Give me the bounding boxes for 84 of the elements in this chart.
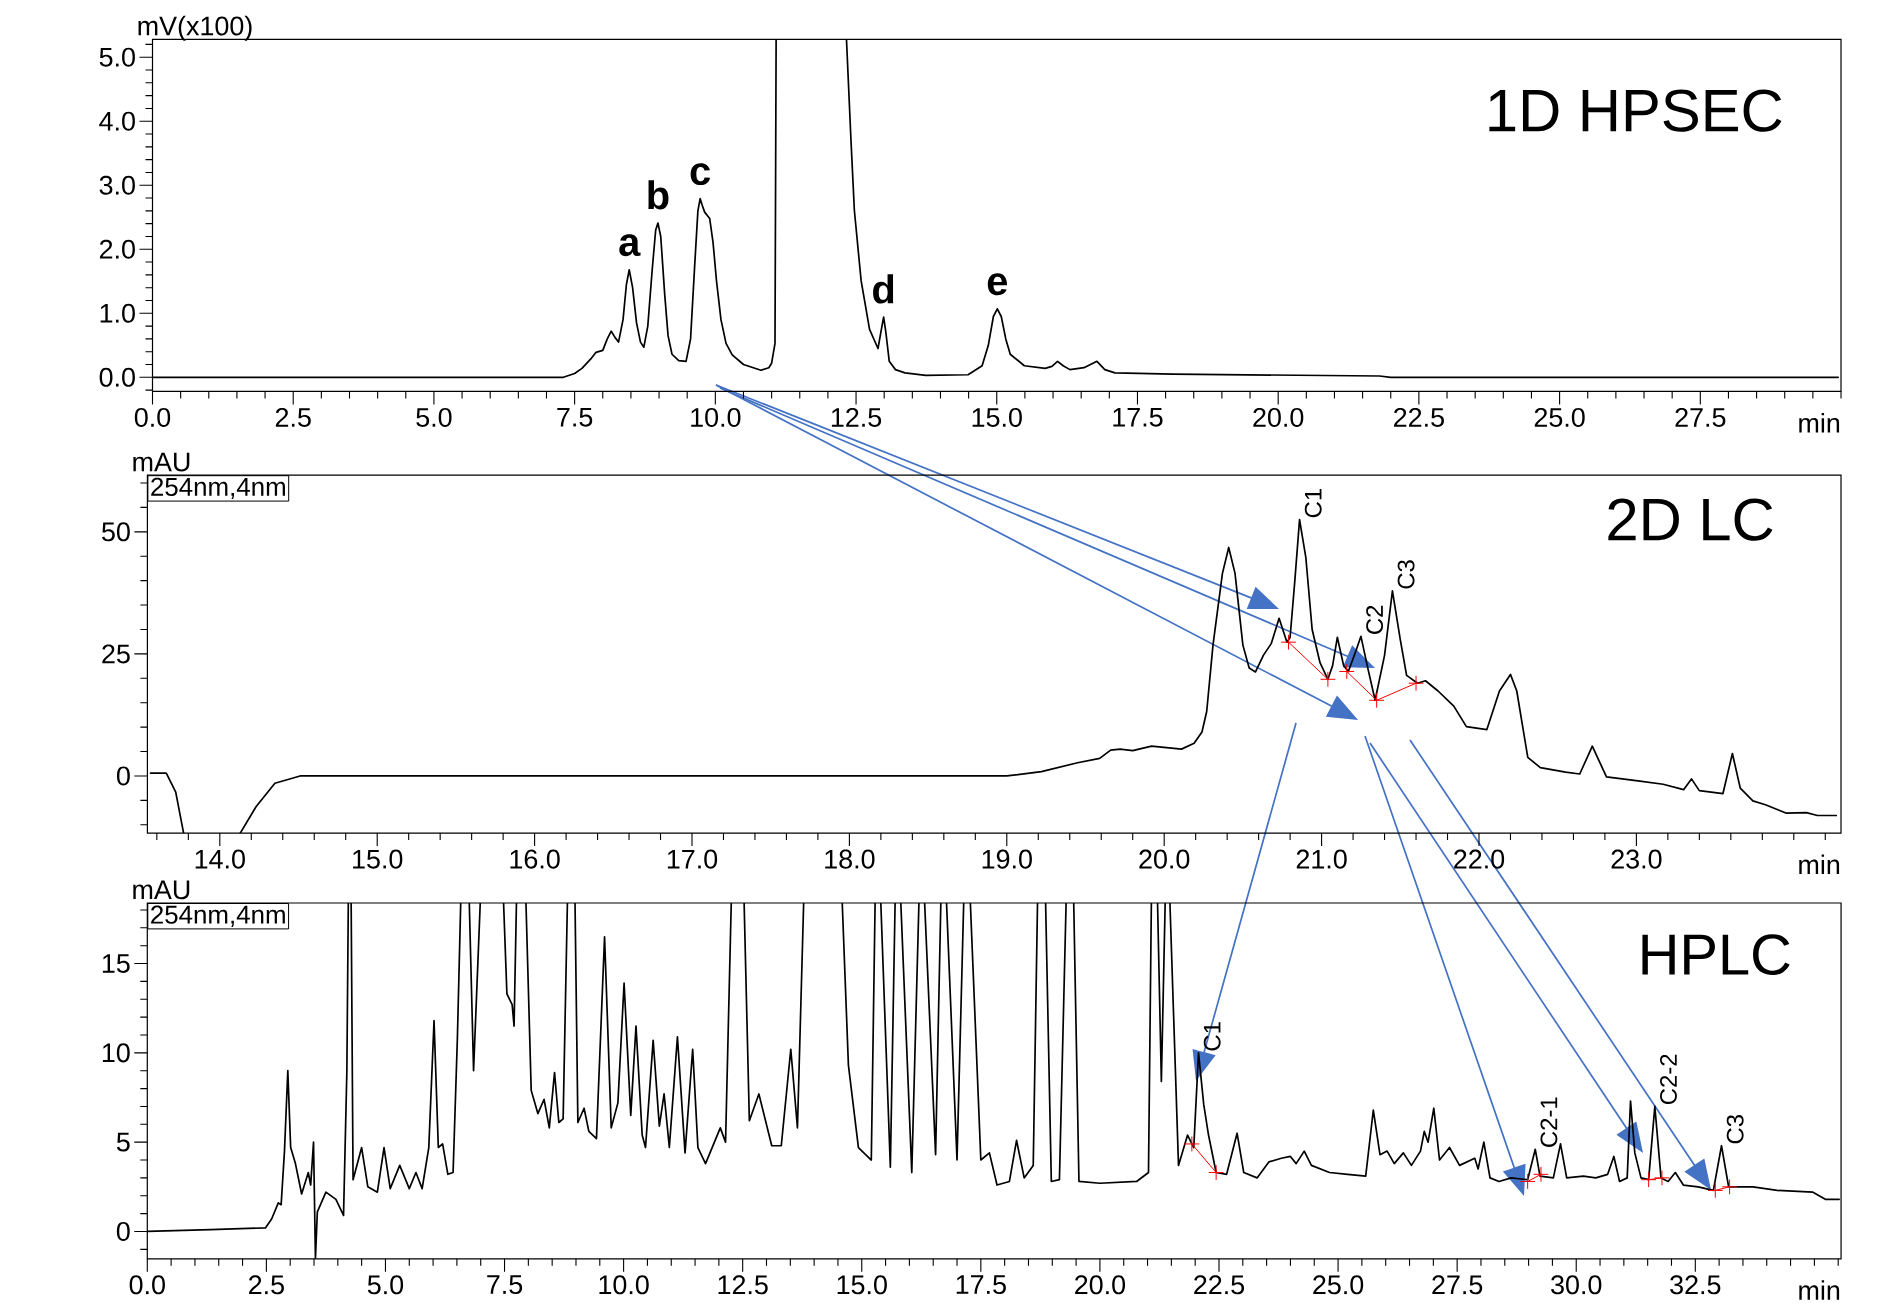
x-axis-title: min [1799,1280,1840,1300]
x-axis-title: min [1799,854,1840,875]
annotation: a [619,234,641,257]
point [1208,1165,1224,1181]
y-tick-label: 1.0 [100,303,135,323]
y-tick-label: 5 [116,1132,130,1152]
x-tick-label: 20.0 [1139,849,1190,869]
x-tick-label: 21.0 [1296,849,1347,869]
chart-title: HPLC [1642,934,1790,976]
x-tick-label: 12.5 [718,1275,768,1295]
y-tick-label: 5.0 [99,47,135,67]
x-tick-label: 0.0 [129,1275,165,1295]
y-tick-label: 2.0 [99,239,135,259]
point [1520,1173,1536,1189]
chart-title: 2D LC [1608,498,1773,541]
x-tick-label: 27.5 [1675,407,1726,427]
annotation: C3 [1397,560,1415,589]
x-tick-label: 0.0 [134,407,171,427]
x-tick-label: 15.0 [837,1275,887,1295]
x-tick-label: 22.5 [1394,407,1444,427]
point [1533,1166,1549,1182]
y-tick-label: 15 [102,954,130,973]
x-tick-label: 25.0 [1534,407,1585,427]
annotation: C1 [1203,1022,1221,1051]
x-axis-title: min [1799,412,1840,433]
x-tick-label: 17.0 [667,849,718,869]
y-tick-label: 25 [102,644,130,664]
annotation: C3 [1726,1115,1744,1144]
x-tick-label: 7.5 [557,407,593,427]
point [1408,675,1424,691]
x-tick-label: 22.5 [1194,1275,1245,1295]
annotation: c [690,163,711,186]
point [1722,1179,1738,1195]
x-tick-label: 12.5 [831,407,882,427]
x-tick-label: 19.0 [982,849,1032,869]
x-tick-label: 5.0 [416,407,452,427]
x-tick-label: 20.0 [1253,407,1304,427]
point [1339,663,1355,679]
x-tick-label: 2.5 [275,407,311,427]
x-tick-label: 10.0 [691,407,741,427]
x-tick-label: 2.5 [249,1275,284,1295]
annotation: C1 [1304,489,1322,518]
annotation: C2-2 [1660,1054,1677,1105]
x-tick-label: 14.0 [195,849,245,869]
x-tick-label: 10.0 [599,1275,649,1295]
annotation: 254nm,4nm [151,905,285,927]
x-tick-label: 17.5 [956,1275,1006,1295]
point [1281,634,1297,650]
y-tick-label: 0 [116,1221,130,1241]
y-tick-label: 3.0 [99,175,135,195]
x-tick-label: 32.5 [1670,1275,1721,1295]
point [1707,1182,1723,1198]
y-tick-label: 0.0 [99,367,135,387]
x-tick-label: 15.0 [353,849,403,869]
point [1184,1136,1200,1152]
annotation: C2 [1366,605,1384,634]
point [1654,1170,1670,1186]
x-tick-label: 23.0 [1611,849,1662,869]
annotation: 254nm,4nm [151,477,285,500]
x-tick-label: 7.5 [487,1275,523,1295]
point [1369,692,1385,708]
y-tick-label: 0 [116,766,130,786]
y-tick-label: 4.0 [99,111,135,131]
y-tick-label: 10 [102,1043,130,1063]
point [1320,671,1336,687]
annotation: d [873,274,894,304]
annotation: e [987,273,1008,296]
x-tick-label: 30.0 [1551,1275,1602,1295]
x-tick-label: 17.5 [1113,407,1163,427]
annotation: b [648,180,669,210]
point [1641,1172,1657,1188]
y-axis-title: mAU [133,452,190,472]
annotation: C2-1 [1540,1097,1558,1147]
x-tick-label: 18.0 [825,849,875,869]
x-tick-label: 5.0 [367,1275,404,1295]
x-tick-label: 27.5 [1432,1275,1483,1295]
x-tick-label: 20.0 [1075,1275,1126,1295]
text: 1D HPSEC [1489,89,1782,132]
y-tick-label: 50 [102,522,130,542]
y-axis-title: mV(x100) [138,15,252,41]
x-tick-label: 25.0 [1313,1275,1364,1295]
y-axis-title: mAU [133,880,190,900]
x-tick-label: 16.0 [510,849,560,869]
x-tick-label: 15.0 [972,407,1022,427]
